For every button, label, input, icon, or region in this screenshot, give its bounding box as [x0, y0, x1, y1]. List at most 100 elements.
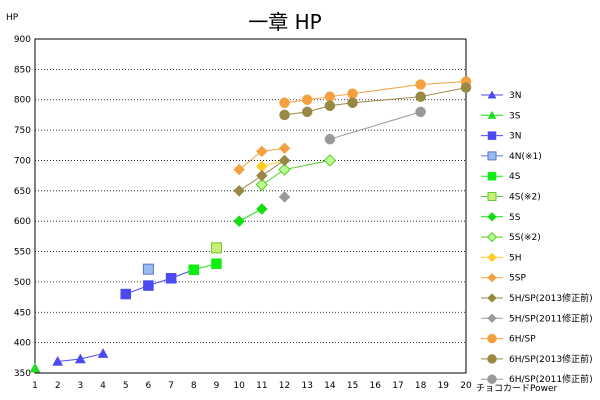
legend-item: 3N: [481, 90, 521, 101]
y-tick-label: 500: [14, 278, 31, 288]
y-tick-label: 550: [14, 248, 31, 258]
x-tick-label: 10: [233, 381, 245, 391]
data-point: [188, 264, 200, 276]
data-point: [233, 215, 246, 228]
x-tick-label: 9: [214, 381, 220, 391]
data-point: [301, 94, 313, 105]
x-tick-label: 3: [78, 381, 84, 391]
legend-label: 4N(※1): [509, 152, 542, 162]
series: [255, 154, 337, 191]
y-tick-label: 800: [14, 96, 31, 106]
y-tick-label: 350: [14, 369, 31, 379]
data-point: [278, 191, 291, 203]
data-point: [211, 258, 222, 269]
legend-item: 3N: [481, 131, 521, 142]
data-point: [233, 184, 246, 197]
data-point: [323, 154, 337, 167]
data-point: [255, 145, 268, 158]
legend-marker: [487, 333, 497, 344]
x-tick-label: 11: [256, 381, 267, 391]
data-point: [324, 133, 336, 145]
data-point: [279, 109, 290, 121]
legend-label: 5SP: [509, 274, 526, 284]
data-point: [460, 82, 472, 93]
legend-marker: [487, 192, 497, 201]
y-axis-label: HP: [6, 13, 19, 23]
series: [233, 203, 268, 228]
axes: [34, 38, 467, 374]
y-tick-label: 900: [14, 35, 31, 45]
series: [188, 258, 222, 276]
legend-marker: [487, 212, 497, 222]
data-point: [29, 362, 41, 373]
data-point: [255, 203, 268, 215]
legend-item: 5S(※2): [481, 231, 541, 243]
data-point: [120, 288, 131, 300]
data-point: [415, 79, 426, 90]
y-tick-label: 700: [14, 156, 31, 166]
legend-label: 5S(※2): [509, 233, 541, 243]
legend-marker: [487, 293, 497, 303]
legend-label: 5H/SP(2011修正前): [509, 312, 593, 324]
legend-item: 3S: [481, 110, 521, 121]
data-point: [97, 348, 109, 358]
data-point: [143, 280, 154, 291]
legend-marker: [487, 374, 497, 384]
legend-label: 5H: [509, 253, 522, 263]
data-point: [74, 353, 86, 364]
data-point: [233, 163, 246, 176]
series: [29, 362, 41, 373]
series: [278, 191, 291, 203]
x-tick-label: 20: [460, 381, 472, 391]
data-point: [278, 163, 291, 176]
x-tick-label: 19: [438, 381, 450, 391]
legend-item: 6H/SP(2013修正前): [481, 353, 593, 365]
legend-item: 4S(※2): [481, 192, 541, 203]
data-point: [255, 169, 268, 182]
x-tick-label: 8: [191, 381, 197, 391]
data-point: [347, 88, 358, 99]
legend-label: 6H/SP(2013修正前): [509, 353, 593, 365]
data-point: [278, 142, 291, 155]
legend-label: 5H/SP(2013修正前): [509, 292, 593, 304]
legend-marker: [487, 110, 497, 119]
series: [52, 348, 109, 366]
legend-marker: [487, 131, 497, 140]
legend: 3N 3S 3N 4N(※1) 4S 4S(※2) 5S 5S(※2) 5H 5SP 5H/SP(2…: [481, 90, 593, 385]
x-tick-label: 13: [301, 381, 312, 391]
x-tick-label: 16: [370, 381, 382, 391]
legend-label: 6H/SP: [509, 335, 536, 345]
data-point: [278, 154, 291, 167]
series: [233, 154, 291, 197]
series: [279, 82, 472, 121]
data-point: [301, 106, 313, 118]
legend-item: 5H/SP(2011修正前): [481, 312, 593, 324]
legend-item: 6H/SP: [481, 333, 536, 345]
series: [142, 263, 154, 275]
legend-marker: [487, 272, 497, 283]
legend-label: 4S(※2): [509, 193, 541, 203]
legend-item: 5SP: [481, 272, 526, 284]
x-tick-label: 17: [392, 381, 403, 391]
data-point: [255, 178, 269, 191]
data-point: [415, 106, 426, 118]
data-point: [279, 97, 290, 109]
series: [120, 264, 200, 300]
grid: [35, 38, 466, 344]
legend-marker: [487, 90, 497, 99]
legend-label: 3N: [509, 91, 521, 101]
legend-item: 4N(※1): [481, 151, 542, 162]
data-point: [142, 263, 154, 275]
y-tick-label: 400: [14, 339, 31, 349]
data-point: [324, 100, 336, 112]
legend-item: 5S: [481, 212, 521, 223]
x-axis-label: チョコカードPower: [476, 383, 558, 394]
series: [233, 142, 291, 176]
x-tick-label: 5: [123, 381, 129, 391]
legend-marker: [487, 151, 497, 161]
x-tick-label: 2: [55, 381, 61, 391]
legend-label: 4S: [509, 172, 521, 182]
chart-title: 一章 HP: [248, 10, 321, 34]
data-point: [324, 91, 336, 102]
